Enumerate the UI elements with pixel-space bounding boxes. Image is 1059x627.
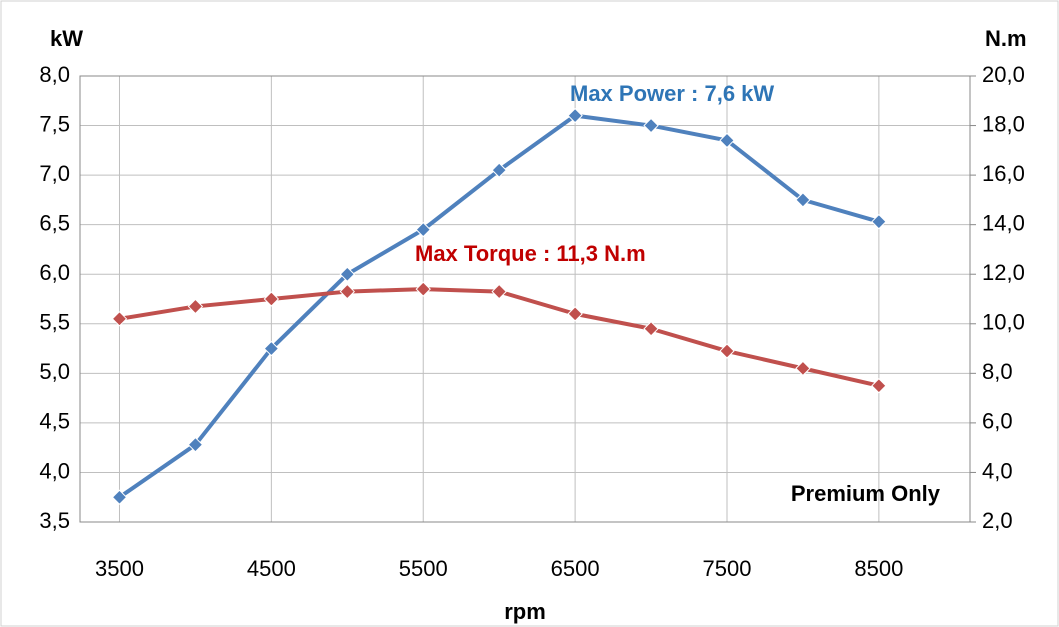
x-tick-label: 5500 (399, 556, 448, 581)
y-tick-label: 5,5 (39, 310, 70, 335)
y-tick-label: 8,0 (39, 62, 70, 87)
y2-tick-label: 18,0 (982, 111, 1025, 136)
y-tick-label: 7,0 (39, 161, 70, 186)
y2-tick-label: 2,0 (982, 508, 1013, 533)
y2-tick-label: 12,0 (982, 260, 1025, 285)
y2-axis-title: N.m (985, 26, 1027, 51)
y-tick-label: 6,5 (39, 210, 70, 235)
annotation: Max Power : 7,6 kW (570, 81, 774, 106)
y-tick-label: 3,5 (39, 508, 70, 533)
x-tick-label: 8500 (854, 556, 903, 581)
y2-tick-label: 4,0 (982, 458, 1013, 483)
y2-tick-label: 20,0 (982, 62, 1025, 87)
annotation: Premium Only (791, 481, 941, 506)
y2-tick-label: 6,0 (982, 409, 1013, 434)
y-tick-label: 7,5 (39, 111, 70, 136)
y2-tick-label: 8,0 (982, 359, 1013, 384)
y-tick-label: 6,0 (39, 260, 70, 285)
y-tick-label: 4,5 (39, 409, 70, 434)
annotation: Max Torque : 11,3 N.m (415, 241, 646, 266)
y2-tick-label: 10,0 (982, 310, 1025, 335)
x-tick-label: 4500 (247, 556, 296, 581)
x-tick-label: 7500 (703, 556, 752, 581)
y2-tick-label: 16,0 (982, 161, 1025, 186)
page: {"chart_data": {"type": "line", "y_title… (0, 0, 1059, 627)
y2-tick-label: 14,0 (982, 210, 1025, 235)
y-tick-label: 5,0 (39, 359, 70, 384)
x-axis-title: rpm (504, 599, 546, 624)
x-tick-label: 6500 (551, 556, 600, 581)
chart: kW N.m rpm 3,5 4,0 4,5 5,0 5,5 6,0 6,5 7,0 7,5 8,… (0, 0, 1059, 627)
x-tick-label: 3500 (95, 556, 144, 581)
y-tick-label: 4,0 (39, 458, 70, 483)
y-axis-title: kW (50, 26, 83, 51)
